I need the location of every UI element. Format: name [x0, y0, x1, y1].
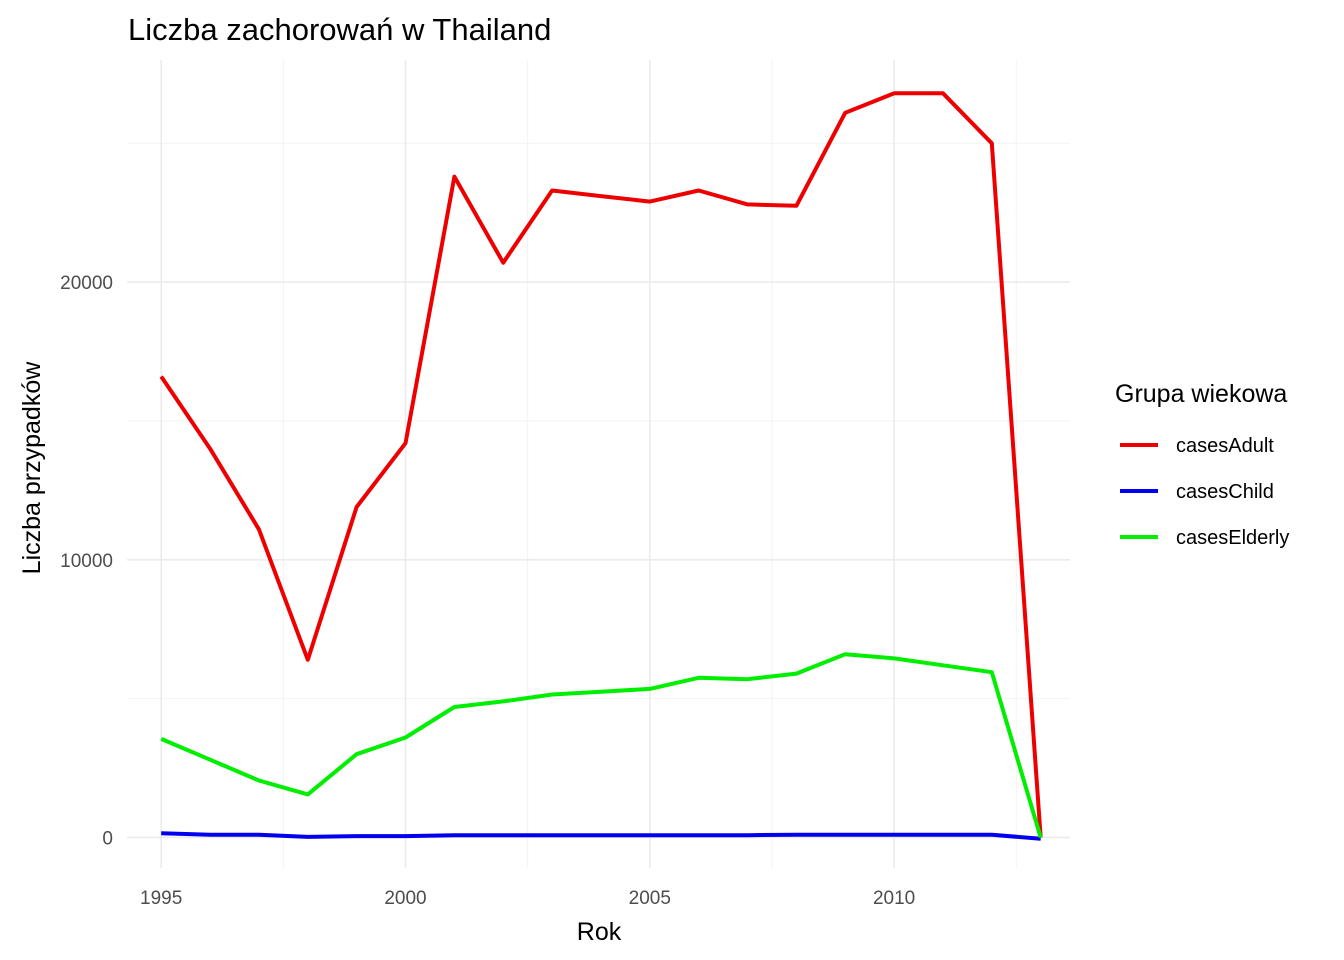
legend: Grupa wiekowa casesAdult casesChild casesE…: [1115, 380, 1289, 549]
series-lines: [159, 91, 1043, 841]
chart-title: Liczba zachorowań w Thailand: [128, 12, 551, 47]
legend-items: casesAdult casesChild casesElderly: [1120, 435, 1289, 549]
series-line-casesElderly: [160, 652, 1043, 839]
y-tick-label: 0: [102, 828, 113, 849]
x-tick-label: 2000: [384, 888, 426, 909]
x-tick-label: 2005: [629, 888, 671, 909]
y-axis-ticks: 0 10000 20000: [60, 273, 113, 849]
x-tick-label: 2010: [873, 888, 915, 909]
legend-label-casesElderly: casesElderly: [1176, 527, 1289, 549]
series-line-casesChild: [161, 831, 1041, 841]
legend-label-casesChild: casesChild: [1176, 481, 1274, 503]
y-tick-label: 10000: [60, 551, 113, 572]
legend-label-casesAdult: casesAdult: [1176, 435, 1274, 457]
legend-title: Grupa wiekowa: [1115, 380, 1287, 408]
y-tick-label: 20000: [60, 273, 113, 294]
grid: [127, 60, 1070, 868]
series-line-casesAdult: [159, 91, 1043, 838]
x-tick-label: 1995: [140, 888, 182, 909]
x-axis-ticks: 1995 2000 2005 2010: [140, 888, 915, 909]
x-axis-label: Rok: [577, 918, 622, 946]
y-axis-label: Liczba przypadków: [18, 361, 46, 575]
